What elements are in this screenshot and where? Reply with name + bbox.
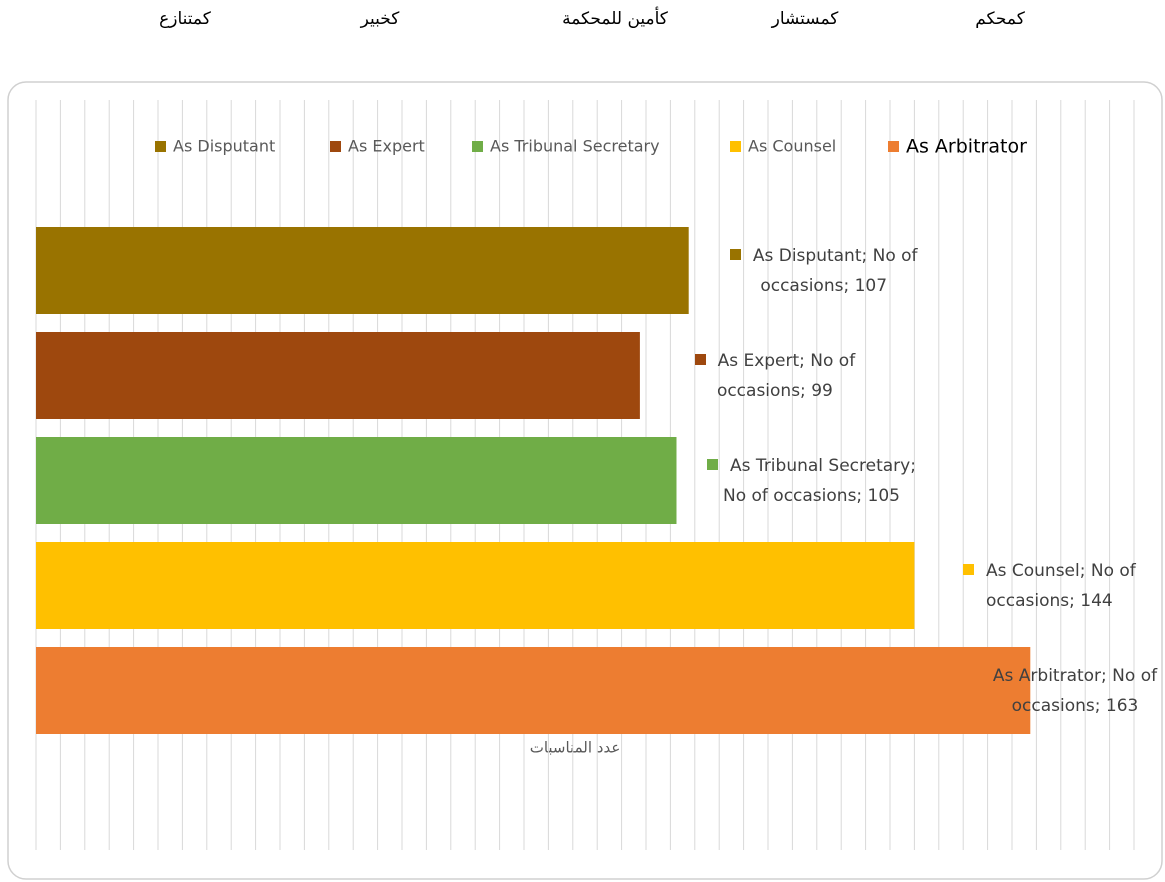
header-label: كخبير (360, 9, 401, 29)
legend-swatch (472, 141, 483, 152)
bar (36, 227, 689, 314)
legend-swatch (330, 141, 341, 152)
header-label: كمستشار (771, 9, 840, 29)
bar (36, 542, 915, 629)
legend-swatch (730, 141, 741, 152)
header-label: كمتنازع (159, 9, 212, 29)
data-label-text: As Arbitrator; No of occasions; 163 (992, 666, 1158, 716)
data-label-marker (962, 564, 974, 575)
legend-swatch (888, 141, 899, 152)
legend-label: As Expert (348, 137, 425, 156)
legend-label: As Tribunal Secretary (490, 137, 660, 156)
data-label-text: As Counsel; No of occasions; 144 (985, 561, 1136, 611)
data-label-text: As Tribunal Secretary; No of occasions; … (722, 456, 916, 506)
bar (36, 332, 640, 419)
data-label-marker (707, 459, 719, 470)
data-label-marker (729, 249, 741, 260)
bar (36, 437, 677, 524)
data-label: As Counsel; No of occasions; 144 (934, 556, 1164, 616)
data-label: As Disputant; No of occasions; 107 (709, 241, 939, 301)
data-label: As Expert; No of occasions; 99 (660, 346, 890, 406)
data-label-text: As Disputant; No of occasions; 107 (752, 246, 918, 296)
legend-label: As Disputant (173, 137, 275, 156)
bar (36, 647, 1031, 734)
legend-label: As Counsel (748, 137, 836, 156)
header-label: كمحكم (975, 9, 1026, 29)
data-label-marker (694, 354, 706, 365)
legend-swatch (155, 141, 166, 152)
data-label: As Tribunal Secretary; No of occasions; … (697, 451, 927, 511)
x-axis-title: عدد المناسبات (530, 739, 621, 757)
data-label: As Arbitrator; No of occasions; 163 (960, 661, 1165, 721)
header-label: كأمين للمحكمة (562, 6, 669, 29)
legend-label: As Arbitrator (906, 136, 1027, 158)
data-label-text: As Expert; No of occasions; 99 (716, 351, 856, 401)
